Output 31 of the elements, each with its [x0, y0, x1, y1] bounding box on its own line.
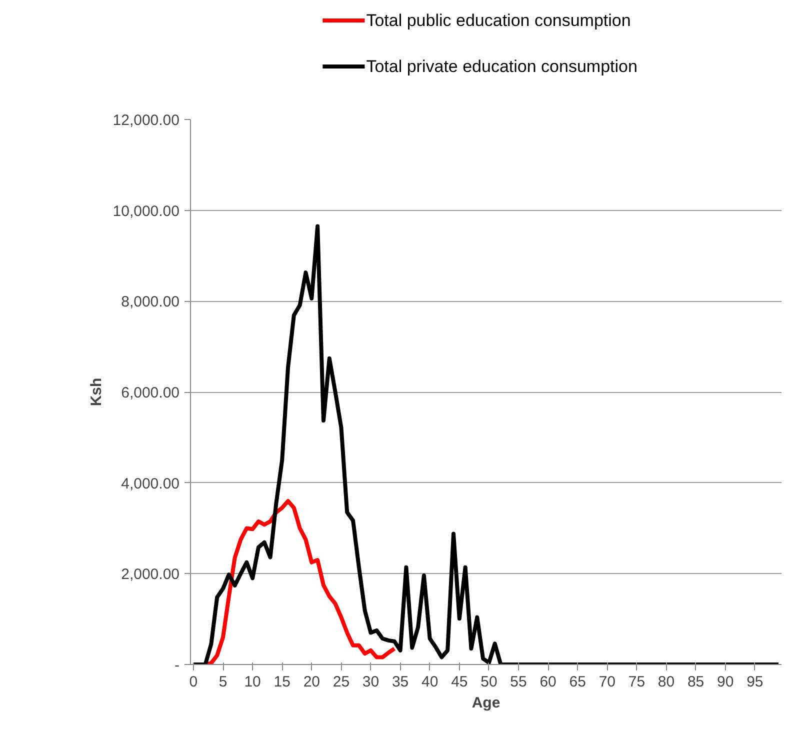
y-tick-label: 10,000.00 [112, 202, 180, 220]
x-tick-label: 75 [628, 674, 646, 690]
y-tick-label: 2,000.00 [121, 566, 180, 584]
x-tick-label: 90 [717, 674, 734, 690]
y-tick-label: 8,000.00 [121, 294, 180, 311]
x-tick-label: 30 [362, 674, 380, 690]
x-tick-label: 40 [422, 674, 438, 690]
x-axis-title: Age [472, 694, 500, 712]
x-tick-label: 20 [303, 674, 320, 690]
x-tick-label: 35 [392, 674, 409, 690]
x-tick-label: 50 [480, 674, 498, 690]
legend-label: Total public education consumption [366, 11, 631, 30]
x-tick-label: 25 [332, 674, 350, 690]
x-tick-label: 45 [451, 674, 468, 690]
y-tick-label: - [174, 657, 180, 674]
y-tick-label: 12,000.00 [112, 112, 180, 129]
x-tick-label: 95 [746, 674, 764, 690]
x-tick-label: 10 [244, 674, 261, 690]
x-tick-label: 15 [274, 674, 290, 690]
y-tick-label: 4,000.00 [121, 475, 180, 492]
x-tick-label: 5 [218, 674, 228, 690]
legend-label: Total private education consumption [366, 57, 638, 76]
x-tick-label: 55 [510, 674, 527, 690]
x-tick-label: 80 [658, 674, 675, 690]
x-tick-label: 70 [598, 674, 616, 690]
x-tick-label: 65 [569, 674, 586, 690]
y-tick-label: 6,000.00 [121, 384, 180, 402]
x-tick-label: 85 [687, 674, 704, 690]
x-tick-label: 60 [540, 674, 556, 690]
y-axis-title: Ksh [88, 378, 105, 406]
x-tick-label: 0 [189, 674, 198, 690]
